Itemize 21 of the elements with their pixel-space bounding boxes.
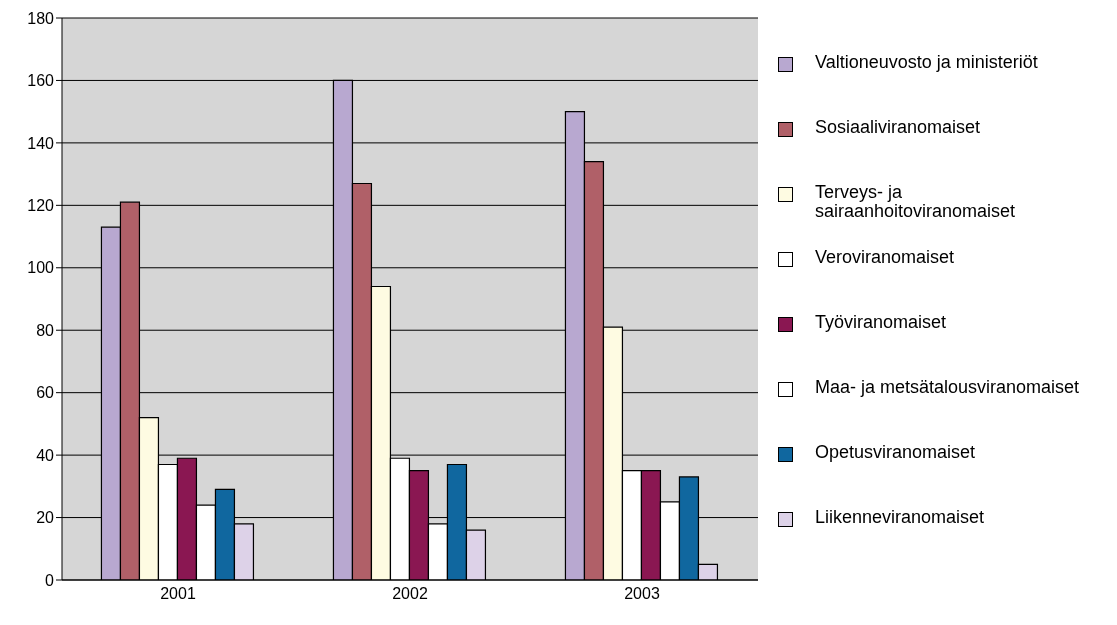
y-tick-label: 140: [27, 134, 55, 152]
legend-label: Veroviranomaiset: [815, 246, 955, 267]
legend-label: Valtioneuvosto ja ministeriöt: [815, 51, 1038, 72]
legend-label: Sosiaaliviranomaiset: [815, 116, 981, 137]
y-tick-label: 60: [36, 384, 55, 402]
x-tick-label: 2003: [624, 585, 660, 603]
legend-label: Työviranomaiset: [815, 311, 947, 332]
y-tick-label: 20: [36, 509, 55, 527]
legend-label: Terveys- ja sairaanhoitoviranomaiset: [815, 181, 1017, 221]
y-tick-label: 180: [27, 9, 55, 27]
y-tick-label: 120: [27, 197, 55, 215]
y-tick-label: 40: [36, 446, 55, 464]
y-tick-label: 160: [27, 72, 55, 90]
legend-label: Liikenneviranomaiset: [815, 506, 985, 527]
x-tick-label: 2002: [392, 585, 428, 603]
y-tick-label: 0: [45, 571, 55, 589]
y-tick-label: 100: [27, 259, 55, 277]
x-tick-label: 2001: [160, 585, 196, 603]
legend-label: Opetusviranomaiset: [815, 441, 976, 462]
legend-label: Maa- ja metsätalousviranomaiset: [815, 376, 1080, 397]
y-tick-label: 80: [36, 321, 55, 339]
